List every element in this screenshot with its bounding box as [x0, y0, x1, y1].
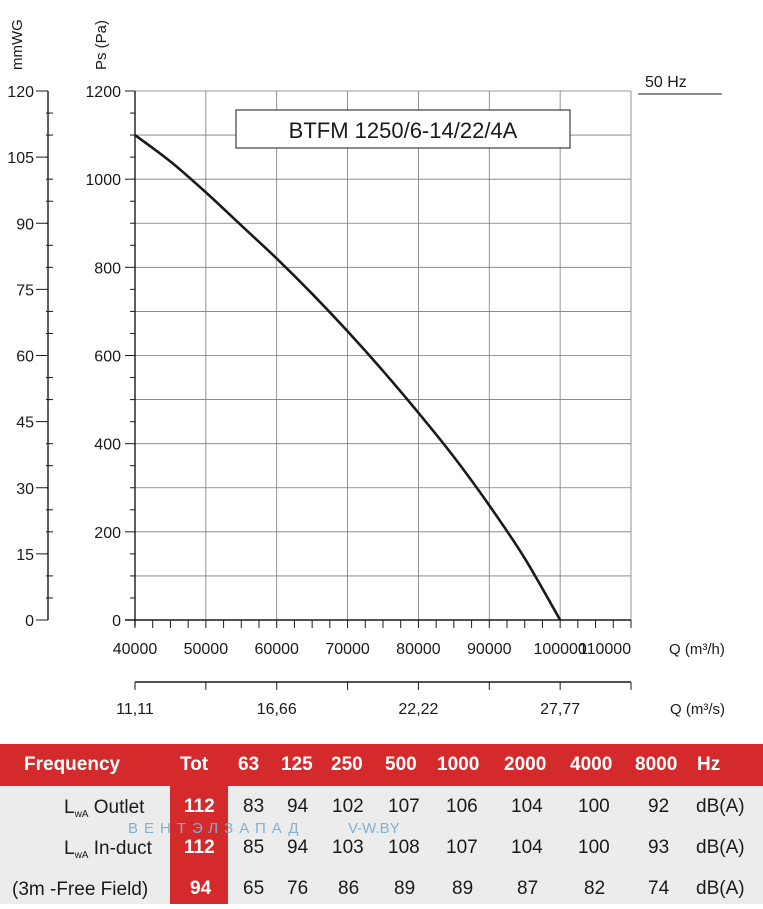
- x2-axis-label: Q (m³/s): [670, 701, 725, 718]
- row-label: LwA Outlet: [64, 788, 144, 834]
- table-body-band: [0, 786, 763, 904]
- label-sub: wA: [74, 850, 89, 861]
- value-250: 86: [338, 878, 360, 899]
- y2-tick-label: 90: [16, 216, 34, 233]
- y-tick-label: 0: [112, 613, 121, 630]
- chart-title: BTFM 1250/6-14/22/4A: [289, 118, 518, 143]
- value-4000: 100: [578, 837, 610, 858]
- value-63: 85: [243, 837, 265, 858]
- value-63: 83: [243, 796, 265, 817]
- x2-tick-label: 11,11: [116, 701, 154, 718]
- y-tick-label: 400: [94, 437, 121, 454]
- x-axis-label: Q (m³/h): [669, 641, 725, 658]
- x2-tick-label: 27,77: [540, 701, 580, 718]
- x-tick-label: 90000: [467, 641, 512, 658]
- table-row: LwA Outlet 112 83 94 102 107 106 104 100…: [0, 788, 763, 826]
- header-125: 125: [281, 754, 313, 775]
- unit: dB(A): [696, 796, 745, 817]
- pressure-curve: [134, 134, 562, 621]
- header-1000: 1000: [437, 754, 480, 775]
- value-2000: 104: [511, 796, 543, 817]
- value-2000: 104: [511, 837, 543, 858]
- label-main: L: [64, 838, 75, 859]
- header-hz: Hz: [697, 754, 721, 775]
- value-4000: 82: [584, 878, 606, 899]
- value-63: 65: [243, 878, 265, 899]
- header-2000: 2000: [504, 754, 547, 775]
- header-frequency: Frequency: [24, 754, 121, 775]
- frequency-label: 50 Hz: [645, 74, 687, 91]
- value-1000: 89: [452, 878, 474, 899]
- x-tick-label: 60000: [254, 641, 299, 658]
- header-8000: 8000: [635, 754, 678, 775]
- label-rest: In-duct: [88, 838, 152, 859]
- value-125: 94: [287, 796, 309, 817]
- x-tick-label: 70000: [325, 641, 370, 658]
- value-8000: 93: [648, 837, 670, 858]
- table-row: LwA In-duct 112 85 94 103 108 107 104 10…: [0, 829, 763, 867]
- y2-tick-label: 45: [16, 415, 34, 432]
- value-125: 76: [287, 878, 309, 899]
- y-tick-label: 600: [94, 349, 121, 366]
- row-label: (3m -Free Field): [12, 870, 148, 909]
- y2-tick-label: 15: [16, 547, 34, 564]
- value-250: 103: [332, 837, 364, 858]
- value-1000: 107: [446, 837, 478, 858]
- y-axis-label: Ps (Pa): [93, 20, 110, 70]
- value-8000: 92: [648, 796, 670, 817]
- header-63: 63: [238, 754, 260, 775]
- watermark-text: ВЕНТЭЛЗАПАД: [128, 820, 305, 837]
- x-tick-label: 50000: [184, 641, 229, 658]
- x-tick-label: 80000: [396, 641, 441, 658]
- x-tick-label: 100000: [533, 641, 586, 658]
- value-500: 107: [388, 796, 420, 817]
- value-4000: 100: [578, 796, 610, 817]
- y2-tick-label: 60: [16, 349, 34, 366]
- y-tick-label: 1000: [85, 172, 121, 189]
- value-2000: 87: [517, 878, 539, 899]
- table-header-row: Frequency Tot 63 125 250 500 1000 2000 4…: [0, 744, 763, 786]
- tot-column-highlight: [170, 786, 228, 904]
- y2-tick-label: 0: [25, 613, 34, 630]
- tot-value: 112: [184, 796, 215, 817]
- value-250: 102: [332, 796, 364, 817]
- tot-value: 112: [184, 837, 215, 858]
- tot-value: 94: [190, 878, 212, 899]
- watermark-domain: V-W.BY: [348, 820, 400, 837]
- y-tick-label: 800: [94, 260, 121, 277]
- unit: dB(A): [696, 878, 745, 899]
- x-tick-label: 110000: [579, 641, 631, 658]
- y2-tick-label: 30: [16, 481, 34, 498]
- y-tick-label: 200: [94, 525, 121, 542]
- header-tot: Tot: [180, 754, 209, 775]
- row-label: LwA In-duct: [64, 829, 152, 875]
- y2-axis-label: mmWG: [9, 19, 26, 70]
- y2-tick-label: 105: [7, 150, 34, 167]
- value-1000: 106: [446, 796, 478, 817]
- label-main: (3m -Free Field): [12, 879, 149, 900]
- label-sub: wA: [74, 809, 89, 820]
- y2-tick-label: 120: [7, 84, 34, 101]
- sound-power-table: Frequency Tot 63 125 250 500 1000 2000 4…: [0, 744, 763, 904]
- x2-tick-label: 22,22: [398, 701, 438, 718]
- header-4000: 4000: [570, 754, 613, 775]
- value-500: 108: [388, 837, 420, 858]
- y2-tick-label: 75: [16, 282, 34, 299]
- value-125: 94: [287, 837, 309, 858]
- header-250: 250: [331, 754, 363, 775]
- value-500: 89: [394, 878, 416, 899]
- unit: dB(A): [696, 837, 745, 858]
- header-500: 500: [385, 754, 417, 775]
- label-rest: Outlet: [88, 797, 145, 818]
- y-tick-label: 1200: [85, 84, 121, 101]
- x2-tick-label: 16,66: [257, 701, 297, 718]
- chart-title-box: [235, 109, 571, 149]
- x-tick-label: 40000: [113, 641, 158, 658]
- value-8000: 74: [648, 878, 670, 899]
- label-main: L: [64, 797, 75, 818]
- table-row: (3m -Free Field) 94 65 76 86 89 89 87 82…: [0, 870, 763, 908]
